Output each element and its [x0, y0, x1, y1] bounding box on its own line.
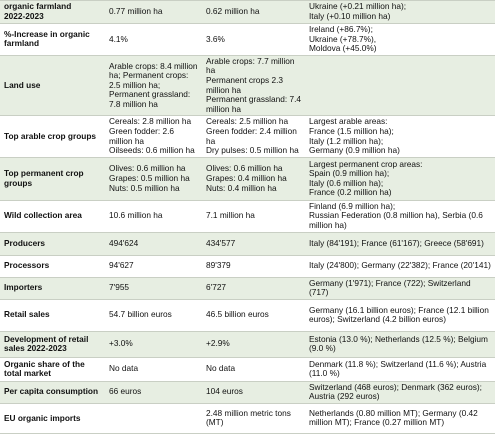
row-label: Per capita consumption — [0, 380, 105, 404]
table-cell: Germany (16.1 billion euros); France (12… — [305, 298, 495, 332]
table-cell: Italy (24'800); Germany (22'382); France… — [305, 254, 495, 278]
table-cell: 0.77 million ha — [105, 0, 202, 24]
row-label: EU organic imports — [0, 402, 105, 434]
table-row: Top permanent crop groups Olives: 0.6 mil… — [0, 156, 495, 201]
row-label: Retail sales — [0, 298, 105, 332]
table-row: Wild collection area 10.6 million ha 7.1 m… — [0, 199, 495, 233]
table-cell: 2.48 million metric tons (MT) — [202, 402, 305, 434]
table-cell: No data — [105, 356, 202, 382]
table-cell: Olives: 0.6 million ha Grapes: 0.4 milli… — [202, 156, 305, 201]
table-cell: Ukraine (+0.21 million ha); Italy (+0.10… — [305, 0, 495, 24]
table-cell: Largest arable areas: France (1.5 millio… — [305, 115, 495, 158]
table-cell: 494'624 — [105, 231, 202, 256]
table-cell: 89'379 — [202, 254, 305, 278]
table-row: Organic share of the total market No data… — [0, 356, 495, 382]
table-row: Development of retail sales 2022-2023 +3.… — [0, 330, 495, 358]
table-row: Processors 94'627 89'379 Italy (24'800); Ge… — [0, 254, 495, 278]
table-row: EU organic imports 2.48 million metric to… — [0, 402, 495, 434]
table-cell: No data — [202, 356, 305, 382]
table-cell: Cereals: 2.5 million ha Green fodder: 2.… — [202, 115, 305, 158]
table-cell: Ireland (+86.7%); Ukraine (+78.7%), Mold… — [305, 23, 495, 56]
row-label: %-Increase in organic farmland — [0, 23, 105, 56]
table-cell: 104 euros — [202, 380, 305, 404]
table-row: Retail sales 54.7 billion euros 46.5 billi… — [0, 298, 495, 332]
table-cell: Denmark (11.8 %); Switzerland (11.6 %); … — [305, 356, 495, 382]
row-label: organic farmland 2022-2023 — [0, 0, 105, 24]
table-cell: 434'577 — [202, 231, 305, 256]
table-cell: 66 euros — [105, 380, 202, 404]
table-row: Per capita consumption 66 euros 104 euros S… — [0, 380, 495, 404]
table-cell: Germany (1'971); France (722); Switzerla… — [305, 276, 495, 300]
row-label: Top permanent crop groups — [0, 156, 105, 201]
table-cell: Finland (6.9 million ha); Russian Federa… — [305, 199, 495, 233]
row-label: Processors — [0, 254, 105, 278]
table-cell: 54.7 billion euros — [105, 298, 202, 332]
table-cell: Olives: 0.6 million ha Grapes: 0.5 milli… — [105, 156, 202, 201]
table-row: organic farmland 2022-2023 0.77 million h… — [0, 0, 495, 24]
row-label: Importers — [0, 276, 105, 300]
table-cell: Netherlands (0.80 million MT); Germany (… — [305, 402, 495, 434]
table-cell: Estonia (13.0 %); Netherlands (12.5 %); … — [305, 330, 495, 358]
table-cell: 3.6% — [202, 23, 305, 56]
table-cell: Largest permanent crop areas: Spain (0.9… — [305, 156, 495, 201]
table-cell: Switzerland (468 euros); Denmark (362 eu… — [305, 380, 495, 404]
table-cell: 0.62 million ha — [202, 0, 305, 24]
row-label: Top arable crop groups — [0, 115, 105, 158]
table-cell: 4.1% — [105, 23, 202, 56]
table-cell: 46.5 billion euros — [202, 298, 305, 332]
table-row: Land use Arable crops: 8.4 million ha; Pe… — [0, 54, 495, 117]
table-cell — [305, 54, 495, 117]
table-cell: 6'727 — [202, 276, 305, 300]
table-row: %-Increase in organic farmland 4.1% 3.6% Ir… — [0, 23, 495, 56]
table-row: Importers 7'955 6'727 Germany (1'971); Fran… — [0, 276, 495, 300]
table-cell: Arable crops: 8.4 million ha; Permanent … — [105, 54, 202, 117]
table-cell: +3.0% — [105, 330, 202, 358]
table-cell: Arable crops: 7.7 million ha Permanent c… — [202, 54, 305, 117]
table-cell: 94'627 — [105, 254, 202, 278]
table-cell: Cereals: 2.8 million ha Green fodder: 2.… — [105, 115, 202, 158]
table-cell — [105, 402, 202, 434]
table-cell: 7'955 — [105, 276, 202, 300]
table-cell: 7.1 million ha — [202, 199, 305, 233]
row-label: Wild collection area — [0, 199, 105, 233]
table-cell: 10.6 million ha — [105, 199, 202, 233]
table-row: Top arable crop groups Cereals: 2.8 milli… — [0, 115, 495, 158]
table-cell: Italy (84'191); France (61'167); Greece … — [305, 231, 495, 256]
row-label: Organic share of the total market — [0, 356, 105, 382]
row-label: Development of retail sales 2022-2023 — [0, 330, 105, 358]
row-label: Land use — [0, 54, 105, 117]
row-label: Producers — [0, 231, 105, 256]
table-cell: +2.9% — [202, 330, 305, 358]
table-row: Producers 494'624 434'577 Italy (84'191); F… — [0, 231, 495, 256]
